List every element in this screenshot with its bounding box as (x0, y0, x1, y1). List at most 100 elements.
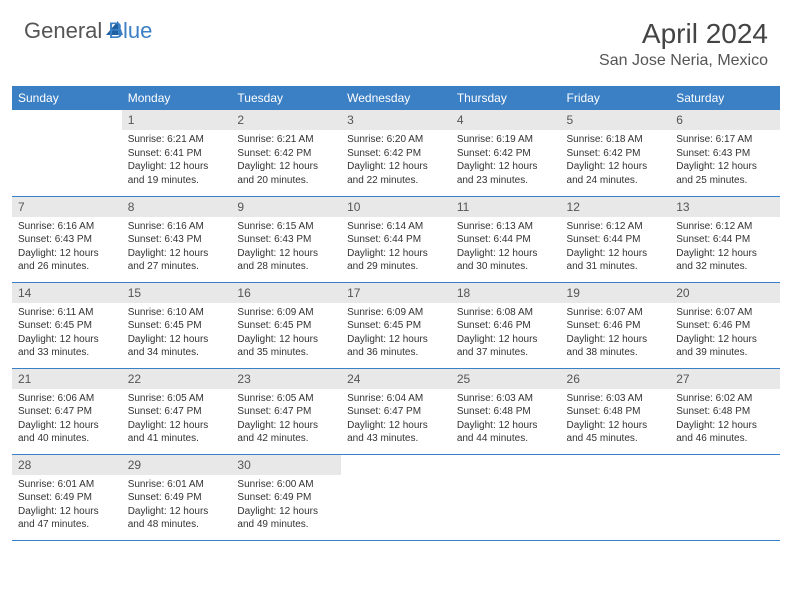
day-number: 13 (670, 197, 780, 217)
day-number: 12 (561, 197, 671, 217)
day-number: 8 (122, 197, 232, 217)
day-number: 27 (670, 369, 780, 389)
logo: General Blue (24, 18, 152, 44)
title-block: April 2024 San Jose Neria, Mexico (599, 18, 768, 70)
day-cell: 19Sunrise: 6:07 AMSunset: 6:46 PMDayligh… (561, 282, 671, 368)
day-cell: 3Sunrise: 6:20 AMSunset: 6:42 PMDaylight… (341, 110, 451, 196)
day-cell: 4Sunrise: 6:19 AMSunset: 6:42 PMDaylight… (451, 110, 561, 196)
day-cell: 25Sunrise: 6:03 AMSunset: 6:48 PMDayligh… (451, 368, 561, 454)
day-content: Sunrise: 6:20 AMSunset: 6:42 PMDaylight:… (341, 130, 451, 192)
calendar-table: SundayMondayTuesdayWednesdayThursdayFrid… (12, 86, 780, 541)
day-content: Sunrise: 6:00 AMSunset: 6:49 PMDaylight:… (231, 475, 341, 537)
day-cell (451, 454, 561, 540)
day-cell: 29Sunrise: 6:01 AMSunset: 6:49 PMDayligh… (122, 454, 232, 540)
day-content: Sunrise: 6:18 AMSunset: 6:42 PMDaylight:… (561, 130, 671, 192)
calendar-row: 14Sunrise: 6:11 AMSunset: 6:45 PMDayligh… (12, 282, 780, 368)
page-title: April 2024 (599, 18, 768, 50)
day-content: Sunrise: 6:06 AMSunset: 6:47 PMDaylight:… (12, 389, 122, 451)
day-content: Sunrise: 6:11 AMSunset: 6:45 PMDaylight:… (12, 303, 122, 365)
day-content: Sunrise: 6:03 AMSunset: 6:48 PMDaylight:… (451, 389, 561, 451)
logo-text-general: General (24, 18, 102, 44)
day-cell (12, 110, 122, 196)
day-content: Sunrise: 6:13 AMSunset: 6:44 PMDaylight:… (451, 217, 561, 279)
day-cell: 26Sunrise: 6:03 AMSunset: 6:48 PMDayligh… (561, 368, 671, 454)
day-number: 23 (231, 369, 341, 389)
day-cell: 16Sunrise: 6:09 AMSunset: 6:45 PMDayligh… (231, 282, 341, 368)
day-cell: 9Sunrise: 6:15 AMSunset: 6:43 PMDaylight… (231, 196, 341, 282)
day-header: Thursday (451, 86, 561, 110)
day-content: Sunrise: 6:07 AMSunset: 6:46 PMDaylight:… (670, 303, 780, 365)
day-cell: 30Sunrise: 6:00 AMSunset: 6:49 PMDayligh… (231, 454, 341, 540)
day-cell: 7Sunrise: 6:16 AMSunset: 6:43 PMDaylight… (12, 196, 122, 282)
day-content: Sunrise: 6:04 AMSunset: 6:47 PMDaylight:… (341, 389, 451, 451)
day-number: 9 (231, 197, 341, 217)
day-content: Sunrise: 6:16 AMSunset: 6:43 PMDaylight:… (122, 217, 232, 279)
day-content: Sunrise: 6:15 AMSunset: 6:43 PMDaylight:… (231, 217, 341, 279)
day-number: 26 (561, 369, 671, 389)
day-content: Sunrise: 6:03 AMSunset: 6:48 PMDaylight:… (561, 389, 671, 451)
day-cell (341, 454, 451, 540)
calendar-row: 7Sunrise: 6:16 AMSunset: 6:43 PMDaylight… (12, 196, 780, 282)
day-number: 1 (122, 110, 232, 130)
day-cell: 6Sunrise: 6:17 AMSunset: 6:43 PMDaylight… (670, 110, 780, 196)
day-cell: 17Sunrise: 6:09 AMSunset: 6:45 PMDayligh… (341, 282, 451, 368)
day-number: 18 (451, 283, 561, 303)
day-number: 6 (670, 110, 780, 130)
day-content: Sunrise: 6:19 AMSunset: 6:42 PMDaylight:… (451, 130, 561, 192)
day-header: Saturday (670, 86, 780, 110)
day-number: 14 (12, 283, 122, 303)
day-content: Sunrise: 6:21 AMSunset: 6:42 PMDaylight:… (231, 130, 341, 192)
day-cell (561, 454, 671, 540)
day-cell: 23Sunrise: 6:05 AMSunset: 6:47 PMDayligh… (231, 368, 341, 454)
day-cell: 2Sunrise: 6:21 AMSunset: 6:42 PMDaylight… (231, 110, 341, 196)
day-cell: 10Sunrise: 6:14 AMSunset: 6:44 PMDayligh… (341, 196, 451, 282)
day-content: Sunrise: 6:01 AMSunset: 6:49 PMDaylight:… (122, 475, 232, 537)
day-content: Sunrise: 6:14 AMSunset: 6:44 PMDaylight:… (341, 217, 451, 279)
day-cell: 27Sunrise: 6:02 AMSunset: 6:48 PMDayligh… (670, 368, 780, 454)
day-cell: 13Sunrise: 6:12 AMSunset: 6:44 PMDayligh… (670, 196, 780, 282)
day-number: 28 (12, 455, 122, 475)
day-cell: 20Sunrise: 6:07 AMSunset: 6:46 PMDayligh… (670, 282, 780, 368)
day-cell: 22Sunrise: 6:05 AMSunset: 6:47 PMDayligh… (122, 368, 232, 454)
day-header: Tuesday (231, 86, 341, 110)
day-cell: 12Sunrise: 6:12 AMSunset: 6:44 PMDayligh… (561, 196, 671, 282)
calendar-body: 1Sunrise: 6:21 AMSunset: 6:41 PMDaylight… (12, 110, 780, 540)
calendar-row: 28Sunrise: 6:01 AMSunset: 6:49 PMDayligh… (12, 454, 780, 540)
day-number: 24 (341, 369, 451, 389)
day-number: 29 (122, 455, 232, 475)
day-content: Sunrise: 6:02 AMSunset: 6:48 PMDaylight:… (670, 389, 780, 451)
day-cell (670, 454, 780, 540)
day-number: 25 (451, 369, 561, 389)
day-number: 5 (561, 110, 671, 130)
day-number: 19 (561, 283, 671, 303)
day-number: 20 (670, 283, 780, 303)
day-number: 30 (231, 455, 341, 475)
day-content: Sunrise: 6:09 AMSunset: 6:45 PMDaylight:… (341, 303, 451, 365)
day-number: 2 (231, 110, 341, 130)
day-cell: 18Sunrise: 6:08 AMSunset: 6:46 PMDayligh… (451, 282, 561, 368)
day-cell: 21Sunrise: 6:06 AMSunset: 6:47 PMDayligh… (12, 368, 122, 454)
day-content: Sunrise: 6:07 AMSunset: 6:46 PMDaylight:… (561, 303, 671, 365)
day-cell: 28Sunrise: 6:01 AMSunset: 6:49 PMDayligh… (12, 454, 122, 540)
calendar-row: 21Sunrise: 6:06 AMSunset: 6:47 PMDayligh… (12, 368, 780, 454)
day-cell: 8Sunrise: 6:16 AMSunset: 6:43 PMDaylight… (122, 196, 232, 282)
day-cell: 5Sunrise: 6:18 AMSunset: 6:42 PMDaylight… (561, 110, 671, 196)
day-number: 22 (122, 369, 232, 389)
day-number: 21 (12, 369, 122, 389)
day-content: Sunrise: 6:17 AMSunset: 6:43 PMDaylight:… (670, 130, 780, 192)
day-header: Sunday (12, 86, 122, 110)
location: San Jose Neria, Mexico (599, 52, 768, 70)
day-content: Sunrise: 6:09 AMSunset: 6:45 PMDaylight:… (231, 303, 341, 365)
day-header: Monday (122, 86, 232, 110)
day-content: Sunrise: 6:12 AMSunset: 6:44 PMDaylight:… (561, 217, 671, 279)
day-content: Sunrise: 6:05 AMSunset: 6:47 PMDaylight:… (231, 389, 341, 451)
day-content: Sunrise: 6:12 AMSunset: 6:44 PMDaylight:… (670, 217, 780, 279)
day-number: 3 (341, 110, 451, 130)
day-content: Sunrise: 6:08 AMSunset: 6:46 PMDaylight:… (451, 303, 561, 365)
day-cell: 1Sunrise: 6:21 AMSunset: 6:41 PMDaylight… (122, 110, 232, 196)
day-content: Sunrise: 6:01 AMSunset: 6:49 PMDaylight:… (12, 475, 122, 537)
day-number: 16 (231, 283, 341, 303)
day-number: 15 (122, 283, 232, 303)
day-number: 17 (341, 283, 451, 303)
day-number: 10 (341, 197, 451, 217)
